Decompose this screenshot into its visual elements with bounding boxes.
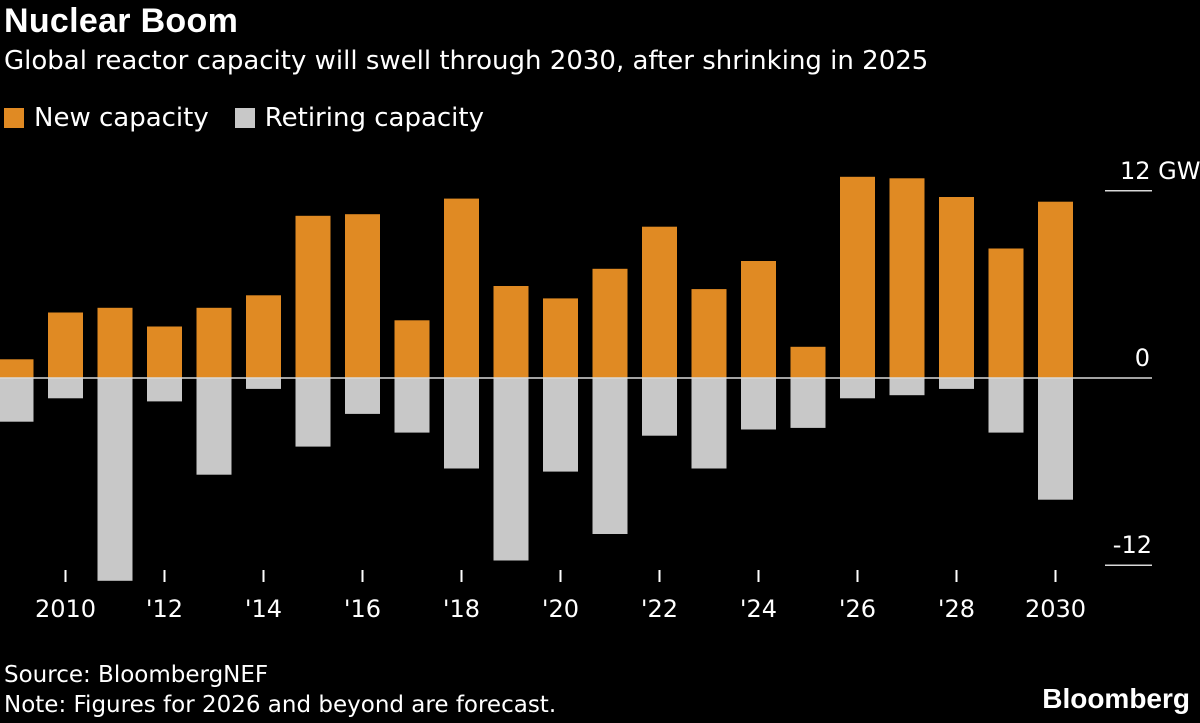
bar-retiring-2019: [493, 378, 529, 561]
bar-new-2029: [988, 248, 1024, 378]
legend: New capacity Retiring capacity: [4, 103, 510, 133]
legend-item-new: New capacity: [4, 103, 209, 133]
bar-retiring-2017: [394, 378, 430, 433]
bar-new-2030: [1038, 201, 1073, 378]
bar-new-2014: [246, 295, 281, 378]
bar-new-2020: [543, 298, 578, 378]
bar-retiring-2021: [592, 378, 628, 534]
bar-new-2015: [295, 215, 331, 378]
bar-retiring-2012: [147, 378, 182, 402]
bar-retiring-2009: [0, 378, 34, 422]
bloomberg-logo: Bloomberg: [1042, 683, 1190, 714]
bar-retiring-2024: [741, 378, 776, 430]
bar-new-2024: [741, 261, 776, 378]
bar-new-2019: [493, 286, 529, 378]
x-tick-label: 2030: [1025, 595, 1086, 623]
bar-retiring-2011: [97, 378, 133, 581]
bar-retiring-2023: [691, 378, 727, 469]
bar-retiring-2016: [345, 378, 380, 414]
y-tick-label: 12 GW: [1120, 157, 1200, 185]
retiring-capacity-bars: [0, 378, 1073, 581]
legend-label-new: New capacity: [34, 103, 209, 133]
y-tick-label: -12: [1113, 531, 1152, 559]
bar-new-2021: [592, 268, 628, 378]
bar-new-2022: [642, 226, 677, 378]
bar-new-2026: [840, 176, 875, 378]
legend-label-retiring: Retiring capacity: [264, 103, 484, 133]
bar-retiring-2025: [790, 378, 826, 428]
bar-new-2016: [345, 214, 380, 378]
footer: Source: BloombergNEF Note: Figures for 2…: [4, 660, 556, 720]
bar-new-2009: [0, 359, 34, 378]
bar-new-2028: [939, 197, 974, 378]
bar-retiring-2030: [1038, 378, 1073, 500]
x-tick-label: '22: [641, 595, 678, 623]
legend-swatch-retiring: [234, 108, 255, 128]
bar-new-2010: [48, 312, 83, 378]
bar-retiring-2028: [939, 378, 974, 389]
x-tick-label: 2010: [35, 595, 96, 623]
bar-retiring-2022: [642, 378, 677, 436]
bar-retiring-2010: [48, 378, 83, 399]
legend-swatch-new: [4, 108, 24, 128]
x-tick-label: '14: [245, 595, 282, 623]
x-tick-label: '16: [344, 595, 381, 623]
bar-new-2013: [196, 307, 232, 378]
x-tick-label: '28: [938, 595, 975, 623]
new-capacity-bars: [0, 176, 1073, 378]
bar-new-2025: [790, 346, 826, 378]
bar-retiring-2020: [543, 378, 578, 472]
chart-axes: 12 GW 0 -12 2010 '12 '14 '16 '18 '20 '22 '24 '26 '28…: [0, 157, 1200, 623]
bar-retiring-2015: [295, 378, 331, 447]
x-tick-label: '26: [839, 595, 876, 623]
bar-new-2012: [147, 326, 182, 378]
bar-retiring-2014: [246, 378, 281, 389]
legend-item-retiring: Retiring capacity: [234, 103, 484, 133]
x-tick-label: '18: [443, 595, 480, 623]
bar-new-2011: [97, 307, 133, 378]
x-tick-label: '20: [542, 595, 579, 623]
bar-new-2023: [691, 289, 727, 378]
x-tick-label: '12: [146, 595, 183, 623]
bar-new-2017: [394, 320, 430, 378]
forecast-note: Note: Figures for 2026 and beyond are fo…: [4, 692, 557, 718]
y-tick-label: 0: [1135, 344, 1150, 372]
bar-new-2018: [444, 198, 479, 378]
bar-retiring-2027: [889, 378, 925, 396]
chart-title: Nuclear Boom: [4, 2, 239, 40]
chart-subtitle: Global reactor capacity will swell throu…: [4, 46, 929, 76]
x-tick-label: '24: [740, 595, 777, 623]
bar-retiring-2029: [988, 378, 1024, 433]
bar-retiring-2026: [840, 378, 875, 399]
source-note: Source: BloombergNEF: [4, 662, 269, 688]
bar-retiring-2013: [196, 378, 232, 475]
bar-new-2027: [889, 178, 925, 378]
bar-retiring-2018: [444, 378, 479, 469]
